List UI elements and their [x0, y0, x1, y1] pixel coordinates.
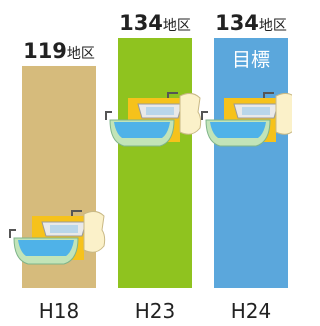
value-number: 134: [215, 11, 259, 35]
x-tick-label: H18: [39, 299, 80, 323]
annotation: 目標: [232, 49, 270, 71]
value-label: 134地区: [215, 11, 287, 35]
value-label: 119地区: [23, 39, 95, 63]
bar: [118, 38, 192, 288]
bar: [214, 38, 288, 288]
x-tick-label: H24: [231, 299, 272, 323]
value-unit: 地区: [259, 18, 287, 34]
value-number: 134: [119, 11, 163, 35]
value-number: 119: [23, 39, 67, 63]
x-tick-label: H23: [135, 299, 176, 323]
value-unit: 地区: [163, 18, 191, 34]
value-unit: 地区: [67, 46, 95, 62]
value-label: 134地区: [119, 11, 191, 35]
